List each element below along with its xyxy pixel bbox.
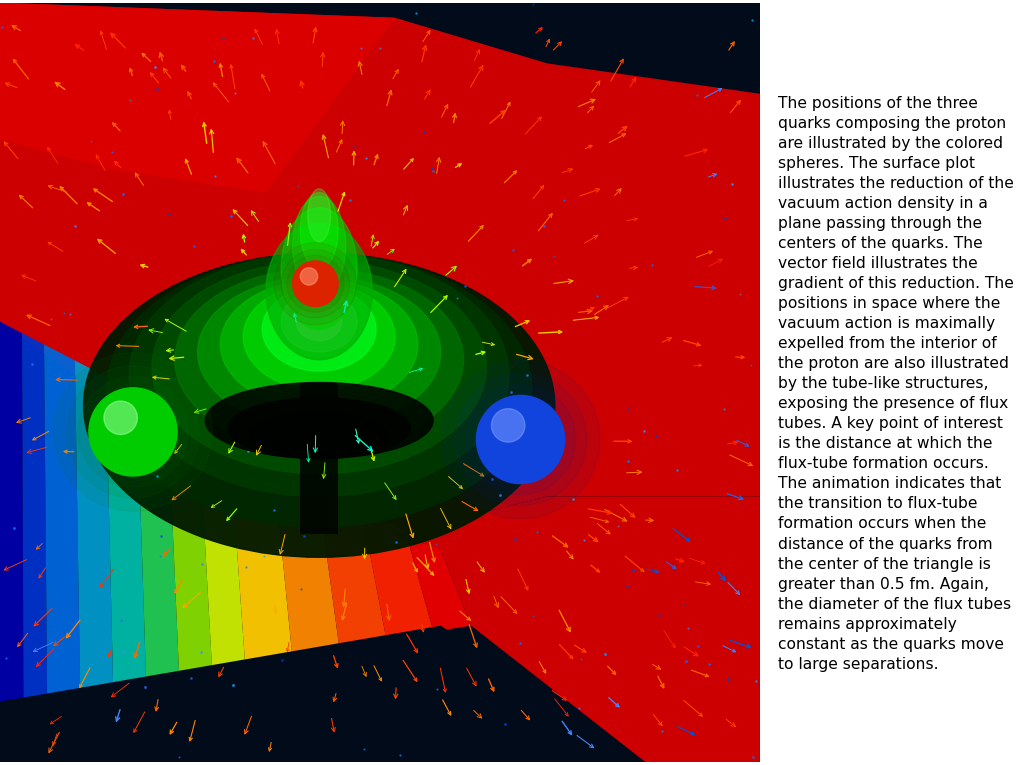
Ellipse shape — [281, 291, 357, 352]
Ellipse shape — [300, 193, 338, 269]
Polygon shape — [44, 344, 81, 694]
Polygon shape — [229, 440, 291, 662]
Ellipse shape — [251, 413, 387, 458]
Ellipse shape — [281, 208, 357, 329]
Circle shape — [300, 268, 317, 285]
Circle shape — [77, 377, 187, 487]
Circle shape — [104, 401, 138, 435]
Polygon shape — [406, 532, 471, 632]
Ellipse shape — [152, 261, 486, 474]
Polygon shape — [0, 2, 394, 193]
Ellipse shape — [308, 189, 330, 242]
Circle shape — [286, 256, 343, 312]
Circle shape — [281, 249, 350, 318]
Ellipse shape — [220, 280, 418, 409]
Polygon shape — [106, 376, 146, 683]
Ellipse shape — [84, 253, 554, 557]
Polygon shape — [22, 333, 47, 698]
Polygon shape — [0, 2, 759, 535]
Ellipse shape — [205, 382, 433, 458]
Ellipse shape — [297, 303, 341, 340]
Polygon shape — [137, 392, 179, 678]
Polygon shape — [74, 360, 113, 688]
Ellipse shape — [266, 223, 372, 360]
Ellipse shape — [228, 398, 410, 458]
Ellipse shape — [262, 288, 376, 371]
Polygon shape — [0, 322, 23, 702]
Polygon shape — [273, 463, 339, 655]
Circle shape — [292, 261, 338, 307]
Circle shape — [441, 360, 599, 519]
Polygon shape — [361, 509, 433, 640]
Circle shape — [476, 396, 565, 483]
Polygon shape — [198, 425, 245, 667]
Ellipse shape — [174, 269, 463, 451]
Circle shape — [491, 409, 525, 442]
Circle shape — [454, 373, 586, 506]
Circle shape — [89, 388, 177, 476]
Circle shape — [54, 353, 212, 511]
Polygon shape — [167, 409, 212, 672]
Circle shape — [67, 366, 199, 498]
Circle shape — [465, 384, 575, 495]
Ellipse shape — [243, 284, 394, 390]
Polygon shape — [300, 382, 338, 535]
Polygon shape — [317, 486, 386, 647]
Ellipse shape — [129, 253, 508, 496]
Ellipse shape — [198, 276, 440, 428]
Polygon shape — [394, 496, 759, 763]
Text: The positions of the three quarks composing the proton are illustrated by the co: The positions of the three quarks compos… — [777, 96, 1013, 672]
Circle shape — [274, 243, 356, 325]
Ellipse shape — [106, 253, 532, 527]
Polygon shape — [0, 626, 645, 763]
Ellipse shape — [292, 197, 345, 295]
